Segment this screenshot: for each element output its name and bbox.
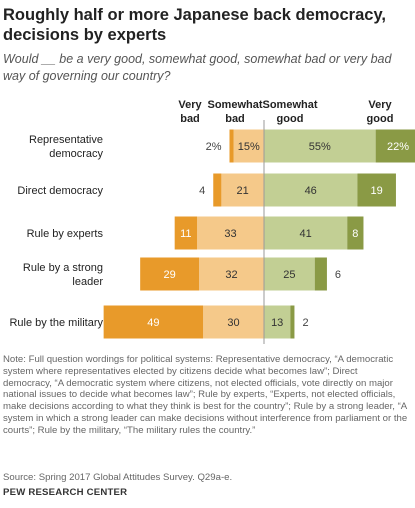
data-label-very-good: 2	[302, 317, 308, 329]
bar-very-good	[347, 216, 364, 250]
bar-somewhat-bad	[221, 173, 264, 207]
legend-header-very-good: good	[367, 113, 394, 125]
data-label-very-good: 19	[371, 185, 383, 197]
legend-header-somewhat-good: good	[277, 113, 304, 125]
bar-very-bad	[174, 216, 198, 250]
legend-header-very-bad: bad	[180, 113, 200, 125]
data-label-somewhat-bad: 30	[227, 317, 239, 329]
chart-subtitle: Would __ be a very good, somewhat good, …	[3, 52, 392, 83]
chart-title: Roughly half or more Japanese back democ…	[3, 6, 386, 44]
category-label: Rule by the military	[9, 317, 103, 329]
data-label-somewhat-good: 55%	[309, 141, 331, 153]
data-label-very-bad: 4	[199, 185, 205, 197]
bar-very-bad	[103, 305, 204, 339]
bar-very-good	[314, 257, 327, 291]
category-label: democracy	[49, 148, 103, 160]
bar-somewhat-bad	[233, 129, 264, 163]
bar-somewhat-good	[264, 216, 348, 250]
bar-somewhat-bad	[199, 257, 264, 291]
legend-header-somewhat-bad: Somewhat	[207, 99, 262, 111]
data-label-very-good: 22%	[387, 141, 409, 153]
bar-somewhat-good	[264, 173, 358, 207]
diverging-bar-chart: Very bad Somewhat bad Somewhat good Very good Re…	[9, 99, 415, 344]
data-label-very-bad: 49	[147, 317, 159, 329]
legend-header-somewhat-good: Somewhat	[262, 99, 317, 111]
bar-somewhat-good	[264, 305, 291, 339]
bar-very-bad	[229, 129, 234, 163]
category-label: Rule by experts	[27, 228, 104, 240]
bar-somewhat-good	[264, 129, 376, 163]
source-text: Source: Spring 2017 Global Attitudes Sur…	[3, 472, 233, 483]
category-label: Representative	[29, 134, 103, 146]
data-label-somewhat-bad: 15%	[238, 141, 260, 153]
data-label-very-bad: 2%	[206, 141, 222, 153]
category-label: leader	[72, 276, 103, 288]
data-label-somewhat-bad: 21	[237, 185, 249, 197]
data-label-very-bad: 11	[180, 228, 191, 240]
bar-somewhat-bad	[203, 305, 264, 339]
data-label-very-bad: 29	[163, 269, 175, 281]
bar-somewhat-bad	[197, 216, 264, 250]
bar-very-good	[357, 173, 396, 207]
note-text: Note: Full question wordings for politic…	[3, 354, 408, 436]
data-label-somewhat-good: 25	[283, 269, 295, 281]
category-label: Rule by a strong	[23, 262, 103, 274]
bar-very-bad	[213, 173, 222, 207]
bar-somewhat-good	[264, 257, 315, 291]
bar-very-good	[375, 129, 415, 163]
data-label-somewhat-good: 13	[271, 317, 283, 329]
data-label-somewhat-good: 46	[305, 185, 317, 197]
data-label-very-good: 8	[352, 228, 358, 240]
legend-header-somewhat-bad: bad	[225, 113, 245, 125]
category-label: Direct democracy	[17, 185, 103, 197]
data-label-somewhat-bad: 32	[225, 269, 237, 281]
bar-very-bad	[140, 257, 200, 291]
legend-header-very-good: Very	[368, 99, 392, 111]
organization-name: PEW RESEARCH CENTER	[3, 487, 128, 498]
bar-very-good	[290, 305, 295, 339]
data-label-very-good: 6	[335, 269, 341, 281]
legend-header-very-bad: Very	[178, 99, 202, 111]
data-label-somewhat-good: 41	[299, 228, 311, 240]
data-label-somewhat-bad: 33	[224, 228, 236, 240]
